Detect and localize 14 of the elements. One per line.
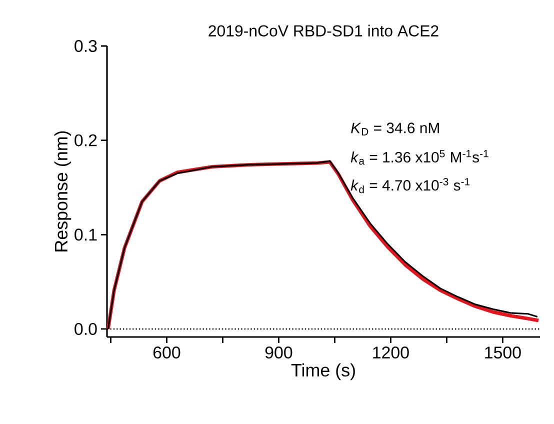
annotation: k$_{d}$ = 4.70 x10$^{-3}$ s$^{-1}$ [350,178,470,194]
chart-title: 2019-nCoV RBD-SD1 into ACE2 [208,24,438,36]
annotation: K$_{D}$ = 34.6 nM [351,122,439,136]
x-tick-label: 600 [153,346,180,359]
y-axis-title: Response (nm) [54,131,72,252]
y-tick-label: 0.2 [74,134,97,146]
x-tick-label: 1200 [373,346,409,359]
x-axis-title: Time (s) [291,363,355,380]
x-tick-label: 900 [265,346,292,359]
y-tick-label: 0.1 [74,228,97,241]
annotation: k$_{a}$ = 1.36 x10$^{5}$ M$^{-1}$s$^{-1}$ [350,150,488,165]
y-tick-label: 0.0 [74,322,97,335]
x-tick-label: 1500 [485,346,521,359]
y-tick-label: 0.3 [74,40,97,52]
